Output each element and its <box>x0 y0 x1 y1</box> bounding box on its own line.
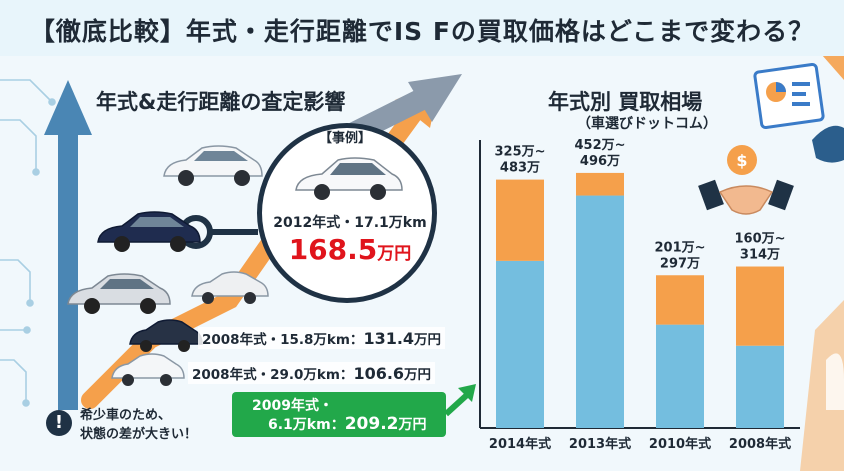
bar-low-2 <box>656 324 704 428</box>
row-price: 131.4 <box>363 329 415 348</box>
case-circle <box>257 123 437 303</box>
car-white-3-icon <box>111 353 185 386</box>
data-label-0-0: 325万~ <box>494 145 545 160</box>
category-label-1: 2013年式 <box>569 436 631 452</box>
car-silver-icon <box>67 273 171 314</box>
highlight-meta: 6.1万km： <box>268 417 345 433</box>
highlight-line-2: 6.1万km：209.2万円 <box>268 414 426 434</box>
note-line-2: 状態の差が大きい！ <box>80 427 198 442</box>
report-icon <box>753 62 825 130</box>
car-navy-icon <box>97 211 201 252</box>
title-band <box>0 0 844 56</box>
bar-low-1 <box>576 195 624 428</box>
blue-up-arrow <box>44 80 92 410</box>
row-meta: 2008年式・29.0万km： <box>192 367 354 383</box>
row-unit: 万円 <box>404 367 432 383</box>
data-label-3-1: 314万 <box>740 248 780 263</box>
left-panel-heading: 年式&走行距離の査定影響 <box>96 90 346 114</box>
bar-range-1 <box>576 172 624 196</box>
data-label-2-0: 201万~ <box>654 240 705 255</box>
bar-range-0 <box>496 179 544 261</box>
row-price: 106.6 <box>353 364 405 383</box>
case-meta: 2012年式・17.1万km <box>273 215 427 231</box>
category-label-3: 2008年式 <box>729 436 791 452</box>
dollar-coin-icon: $ <box>727 145 757 175</box>
car-white-1-icon <box>163 145 263 186</box>
data-label-1-1: 496万 <box>580 154 620 169</box>
note-text: 希少車のため、 状態の差が大きい！ <box>80 406 197 444</box>
handshake-icon <box>698 179 794 215</box>
data-label-3-0: 160万~ <box>734 232 785 247</box>
category-label-0: 2014年式 <box>489 436 551 452</box>
case-car-icon <box>295 157 403 200</box>
case-label: 【事例】 <box>319 131 372 146</box>
car-dark-icon <box>129 319 203 352</box>
bar-range-3 <box>736 266 784 346</box>
highlight-price: 209.2 <box>344 414 399 434</box>
case-price-value: 168.5 <box>288 233 378 266</box>
hand-icon <box>812 125 844 163</box>
page-title: 【徹底比較】年式・走行距離でIS Fの買取価格はどこまで変わる？ <box>29 17 815 46</box>
row-2008-a: 2008年式・15.8万km：131.4万円 <box>198 327 446 349</box>
right-panel-subheading: （車選びドットコム） <box>577 116 717 132</box>
svg-text:$: $ <box>736 151 747 170</box>
highlight-line-1: 2009年式・ <box>252 398 333 414</box>
case-price: 168.5万円 <box>265 233 435 266</box>
data-label-1-0: 452万~ <box>574 138 625 153</box>
row-2008-b: 2008年式・29.0万km：106.6万円 <box>188 362 436 384</box>
category-label-2: 2010年式 <box>649 436 711 452</box>
data-label-2-1: 297万 <box>660 256 700 271</box>
case-price-unit: 万円 <box>377 244 412 264</box>
data-label-0-1: 483万 <box>500 161 540 176</box>
circuit-lines <box>0 79 56 407</box>
bar-range-2 <box>656 275 704 325</box>
highlight-unit: 万円 <box>398 417 427 433</box>
exclamation-icon: ! <box>46 410 72 436</box>
highlight-box <box>232 392 446 437</box>
car-white-2-icon <box>191 271 269 304</box>
row-meta: 2008年式・15.8万km： <box>202 332 364 348</box>
bar-low-0 <box>496 260 544 428</box>
bar-low-3 <box>736 345 784 428</box>
price-bar-chart: 325万~483万 2014年式 452万~496万 2013年式 201万~297万 2… <box>479 138 800 452</box>
right-panel-heading: 年式別 買取相場 <box>548 90 703 114</box>
row-unit: 万円 <box>414 332 442 348</box>
note-line-1: 希少車のため、 <box>80 408 172 423</box>
